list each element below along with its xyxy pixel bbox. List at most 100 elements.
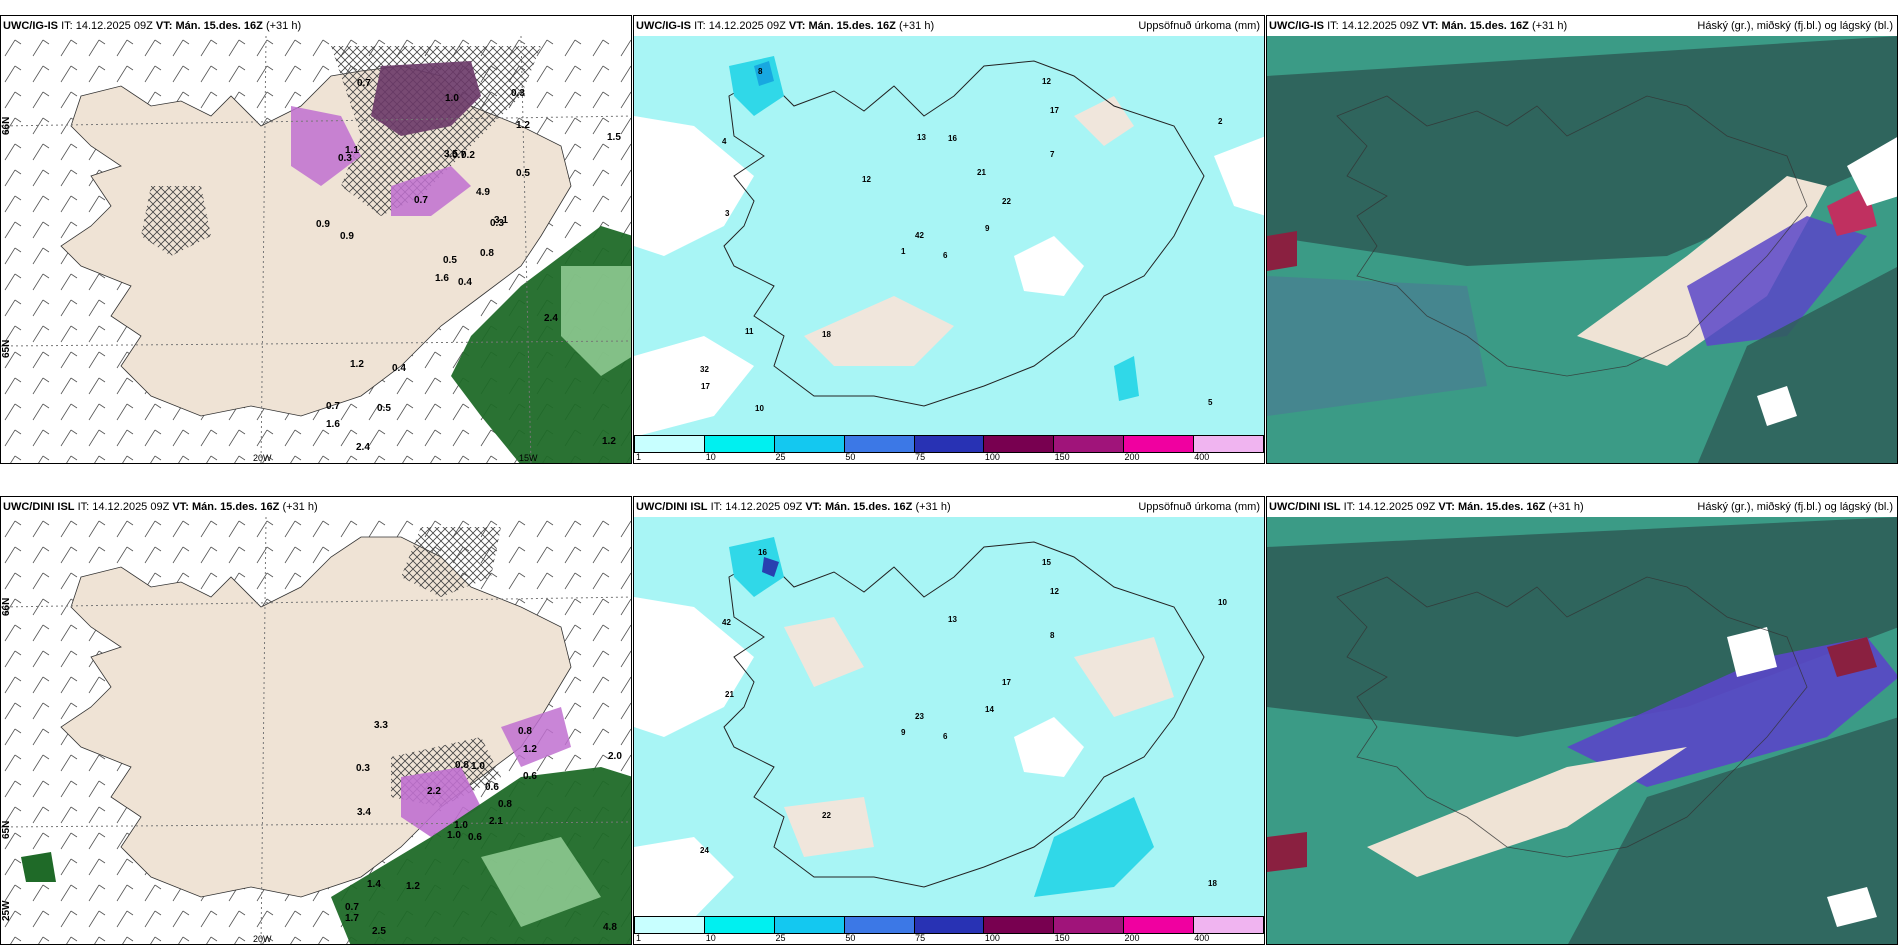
map-value-label: 1.1 — [345, 145, 359, 156]
lon-label-15: 15W — [519, 453, 538, 463]
map-value-label: 1.6 — [326, 419, 340, 430]
panel-title: Uppsöfnuð úrkoma (mm) — [1138, 501, 1260, 513]
lon-label-20: 20W — [253, 453, 272, 463]
dry-area-east — [1214, 136, 1264, 216]
map-value-label: 32 — [700, 365, 709, 374]
map-value-label: 16 — [948, 134, 957, 143]
panel-header: UWC/DINI ISL IT: 14.12.2025 09Z VT: Mán.… — [634, 497, 1264, 517]
precip-green-light — [561, 266, 631, 376]
panel-header: UWC/DINI ISL IT: 14.12.2025 09Z VT: Mán.… — [1267, 497, 1897, 517]
map-value-label: 13 — [948, 615, 957, 624]
map-value-label: 0.9 — [316, 219, 330, 230]
legend-swatch — [984, 917, 1055, 933]
panel-title: Háský (gr.), miðský (fj.bl.) og lágský (… — [1697, 501, 1893, 513]
lon-label-25: 25W — [1, 900, 12, 921]
precip-magenta-east — [501, 707, 571, 767]
legend-tick-label: 50 — [845, 452, 856, 462]
map-value-label: 17 — [701, 382, 710, 391]
legend-swatch — [704, 917, 775, 933]
legend-tick-label: 75 — [915, 452, 926, 462]
dry-area-center — [1014, 236, 1084, 296]
map-value-label: 6 — [943, 732, 948, 741]
map-value-label: 1.2 — [523, 744, 537, 755]
panel-title: Háský (gr.), miðský (fj.bl.) og lágský (… — [1697, 20, 1893, 32]
legend-tick-label: 1 — [636, 452, 642, 462]
land-nodata-east — [1074, 637, 1174, 717]
cloud-purple-band — [1567, 637, 1897, 787]
map-value-label: 0.7 — [357, 78, 371, 89]
legend-swatch — [914, 917, 985, 933]
precip-magenta-center — [391, 166, 471, 216]
legend-tick-label: 100 — [984, 452, 1000, 462]
legend-swatch — [1124, 917, 1195, 933]
hatch-snow-west — [141, 186, 211, 256]
map-value-label: 4 — [722, 137, 727, 146]
map-value-label: 4.9 — [476, 187, 490, 198]
map-clouds-dini — [1267, 517, 1897, 944]
map-value-label: 0.6 — [485, 782, 499, 793]
legend-tick-label: 100 — [984, 933, 1000, 943]
map-value-label: 2.4 — [544, 313, 558, 324]
map-value-label: 0.6 — [523, 771, 537, 782]
map-value-label: 22 — [822, 811, 831, 820]
map-value-label: 1.6 — [435, 273, 449, 284]
map-value-label: 3.3 — [374, 720, 388, 731]
panel-clouds-igis: UWC/IG-IS IT: 14.12.2025 09Z VT: Mán. 15… — [1266, 15, 1898, 464]
legend-swatch — [635, 436, 705, 452]
map-value-label: 9 — [985, 224, 990, 233]
legend-tick-label: 400 — [1194, 933, 1210, 943]
lat-label-66: 66N — [1, 117, 12, 135]
precip-value-labels: 6 42 23 24 17 22 15 13 12 14 16 18 21 10 9 8 — [700, 548, 1227, 888]
legend-swatch — [635, 917, 705, 933]
map-value-label: 0.8 — [455, 760, 469, 771]
map-value-label: 8 — [1050, 631, 1055, 640]
map-value-label: 16 — [758, 548, 767, 557]
map-value-label: 17 — [1050, 106, 1059, 115]
iceland-coast — [723, 60, 1205, 407]
map-value-label: 18 — [1208, 879, 1217, 888]
map-value-label: 0.3 — [338, 153, 352, 164]
no-cloud-east — [1727, 627, 1777, 677]
wind-value-labels: 0.4 0.3 0.5 0.7 0.3 0.4 0.3 0.2 1.2 0.8 0.7 1.2 0.9 1… — [316, 78, 621, 453]
legend-tick-label: 150 — [1054, 452, 1070, 462]
map-value-label: 2.4 — [356, 442, 370, 453]
legend-swatch — [984, 436, 1055, 452]
legend-swatch — [704, 436, 775, 452]
lon-label-20: 20W — [253, 934, 272, 944]
land-nodata-north — [1074, 96, 1134, 146]
clear-area — [1367, 747, 1687, 877]
high-cloud-red-west — [1267, 832, 1307, 872]
panel-clouds-dini: UWC/DINI ISL IT: 14.12.2025 09Z VT: Mán.… — [1266, 496, 1898, 945]
map-value-label: 0.8 — [518, 726, 532, 737]
map-value-label: 15 — [1042, 558, 1051, 567]
map-value-label: 23 — [915, 712, 924, 721]
legend-swatch — [1054, 917, 1125, 933]
legend-swatch — [774, 917, 845, 933]
blue-cloud-west — [1267, 276, 1487, 416]
precip-legend: 1 10 25 50 75 100 150 200 400 — [634, 916, 1264, 944]
map-value-label: 0.5 — [443, 255, 457, 266]
lon-line-20 — [260, 36, 267, 463]
panel-header: UWC/IG-IS IT: 14.12.2025 09Z VT: Mán. 15… — [1, 16, 631, 36]
legend-swatch — [774, 436, 845, 452]
clear-area — [1577, 176, 1827, 366]
legend-tick-label: 200 — [1124, 452, 1140, 462]
map-value-label: 1.4 — [367, 879, 381, 890]
map-value-label: 12 — [1050, 587, 1059, 596]
land-nodata-north — [784, 617, 864, 687]
map-value-label: 2 — [1218, 117, 1223, 126]
precip-magenta-south — [401, 767, 481, 837]
land-nodata-south — [784, 797, 874, 857]
legend-tick-label: 1 — [636, 933, 642, 943]
precip-green-light — [481, 837, 601, 927]
iceland-coast — [723, 541, 1205, 888]
high-cloud-red-east — [1827, 637, 1877, 677]
legend-tick-label: 150 — [1054, 933, 1070, 943]
map-value-label: 0.4 — [458, 277, 472, 288]
map-value-label: 0.3 — [356, 763, 370, 774]
dry-area-west — [634, 597, 754, 737]
map-value-label: 1.7 — [345, 913, 359, 924]
map-value-label: 0.7 — [414, 195, 428, 206]
map-value-label: 0.8 — [498, 799, 512, 810]
